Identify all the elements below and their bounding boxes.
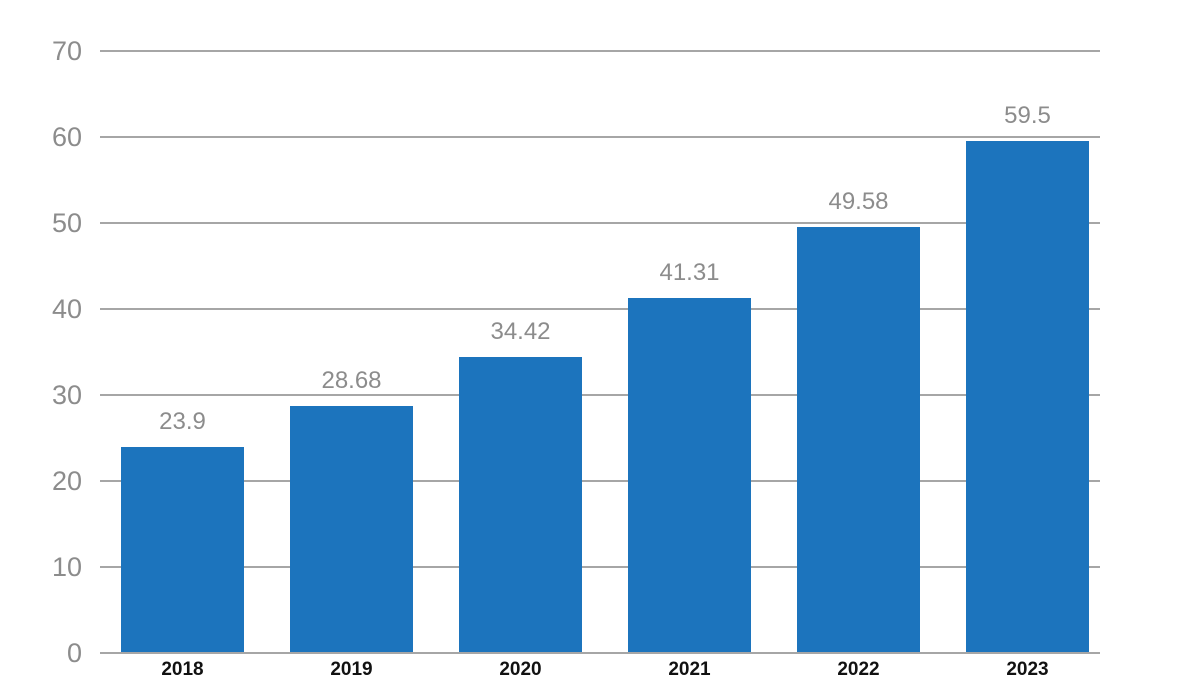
x-axis-line (100, 652, 1100, 654)
bar-value-label: 59.5 (1004, 102, 1051, 130)
gridline (100, 566, 1100, 568)
bar-value-label: 23.9 (159, 408, 206, 436)
y-axis-tick-label: 10 (51, 552, 82, 582)
x-axis-category-label: 2022 (837, 659, 880, 680)
bar-value-label: 28.68 (321, 367, 382, 395)
y-axis-tick-label: 70 (51, 36, 82, 66)
y-axis-tick-label: 0 (66, 638, 82, 668)
gridline (100, 136, 1100, 138)
gridline (100, 222, 1100, 224)
x-axis-category-label: 2021 (668, 659, 711, 680)
x-axis-category-label: 2018 (161, 659, 204, 680)
bar (966, 141, 1089, 653)
gridline (100, 50, 1100, 52)
bar (797, 226, 920, 653)
y-axis-tick-label: 20 (51, 466, 82, 496)
x-axis-category-label: 2019 (330, 659, 373, 680)
gridline (100, 308, 1100, 310)
y-axis-tick-label: 30 (51, 380, 82, 410)
y-axis-tick-label: 40 (51, 294, 82, 324)
bar (121, 447, 244, 653)
gridline (100, 480, 1100, 482)
x-axis-category-label: 2020 (499, 659, 542, 680)
bar-value-label: 34.42 (490, 317, 551, 345)
bar-value-label: 49.58 (828, 187, 889, 215)
y-axis-tick-label: 60 (51, 122, 82, 152)
bar-value-label: 41.31 (659, 258, 720, 286)
x-axis-category-label: 2023 (1006, 659, 1049, 680)
gridline (100, 394, 1100, 396)
bar (290, 406, 413, 653)
bar (628, 297, 751, 653)
y-axis-tick-label: 50 (51, 208, 82, 238)
bar (459, 356, 582, 653)
